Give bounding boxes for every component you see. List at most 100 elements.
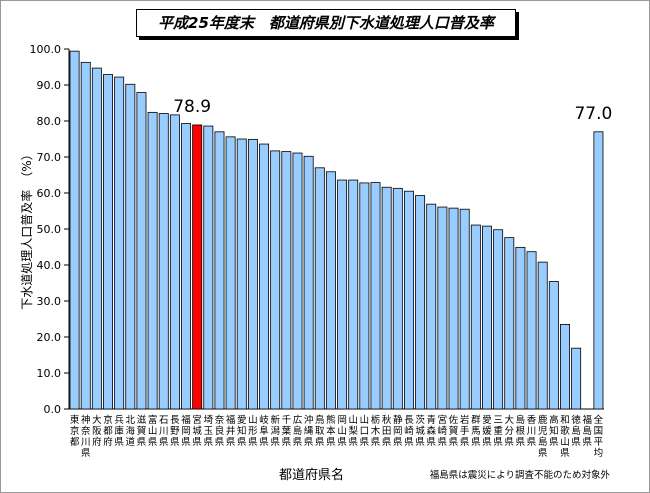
- x-tick-label: 茨城県: [415, 414, 425, 448]
- x-tick-label: 石川県: [159, 415, 169, 448]
- bar: [325, 171, 336, 410]
- x-tick-label: 静岡県: [393, 414, 403, 448]
- x-tick-label: 大阪府: [92, 414, 102, 448]
- data-label: 78.9: [173, 97, 211, 117]
- bar: [158, 113, 169, 410]
- bar: [470, 224, 481, 410]
- x-tick-label: 佐賀県: [449, 414, 459, 448]
- x-tick-label: 大分県: [505, 414, 515, 448]
- bar: [593, 131, 604, 410]
- x-tick-label: 山口県: [360, 415, 370, 448]
- bar: [192, 124, 203, 410]
- x-tick-label: 秋田県: [382, 414, 392, 448]
- bar: [560, 323, 570, 410]
- bar: [236, 138, 247, 410]
- x-tick-label: 宮崎県: [438, 414, 448, 448]
- x-tick-label: 千葉県: [282, 415, 292, 448]
- x-tick-label: 熊本県: [326, 414, 336, 448]
- bar: [359, 182, 370, 410]
- x-tick-label: 鳥取県: [315, 414, 325, 448]
- bar: [448, 207, 459, 410]
- bar: [504, 237, 515, 410]
- x-tick-label: 福島県: [583, 414, 593, 448]
- x-tick-label: 宮城県: [192, 414, 202, 448]
- bar: [515, 246, 526, 410]
- y-tick-label: 80.0: [37, 115, 62, 128]
- y-tick-label: 90.0: [37, 79, 62, 92]
- x-tick-label: 京都府: [103, 414, 113, 448]
- bar: [481, 225, 492, 410]
- bar: [537, 261, 548, 410]
- x-tick-label: 福岡県: [181, 414, 191, 448]
- bar: [114, 76, 125, 410]
- x-tick-label: 兵庫県: [114, 414, 124, 448]
- data-label: 77.0: [574, 104, 612, 124]
- bar: [292, 152, 303, 410]
- y-tick-label: 20.0: [37, 331, 62, 344]
- bar: [493, 229, 504, 410]
- x-axis-label: 都道府県名: [279, 467, 344, 483]
- bar: [370, 182, 381, 410]
- x-tick-label: 愛知県: [237, 414, 247, 448]
- x-tick-label: 栃木県: [371, 414, 381, 448]
- plot-area: [69, 49, 604, 409]
- x-tick-label: 三重県: [493, 415, 503, 448]
- bar: [381, 186, 392, 410]
- x-tick-label: 徳島県: [571, 414, 581, 448]
- bar: [526, 251, 537, 410]
- bar: [348, 179, 359, 410]
- bar: [270, 150, 281, 410]
- x-tick-label: 青森県: [426, 414, 436, 448]
- x-tick-label: 山形県: [248, 415, 258, 448]
- footnote: 福島県は震災により調査不能のため対象外: [430, 469, 611, 481]
- x-tick-label: 全国平均: [594, 414, 604, 459]
- chart-title: 平成25年度末 都道府県別下水道処理人口普及率: [136, 9, 516, 37]
- y-tick-label: 0.0: [44, 403, 62, 416]
- x-tick-label: 群馬県: [471, 414, 481, 448]
- y-tick-label: 100.0: [30, 43, 62, 56]
- bar: [125, 83, 136, 410]
- y-tick-label: 30.0: [37, 295, 62, 308]
- bar: [225, 136, 236, 410]
- y-tick-label: 60.0: [37, 187, 62, 200]
- x-tick-label: 埼玉県: [204, 414, 214, 448]
- x-tick-label: 富山県: [148, 414, 158, 448]
- bar: [459, 208, 470, 410]
- bar: [259, 143, 270, 410]
- x-tick-label: 沖縄県: [304, 414, 314, 448]
- y-tick-label: 10.0: [37, 367, 62, 380]
- x-tick-label: 長野県: [170, 415, 180, 448]
- x-tick-label: 北海道: [126, 415, 136, 448]
- bar: [337, 179, 348, 410]
- bar: [303, 155, 314, 410]
- x-tick-label: 岩手県: [460, 414, 470, 448]
- bar: [103, 74, 113, 410]
- bar: [69, 50, 80, 410]
- y-tick-label: 50.0: [37, 223, 62, 236]
- bar: [415, 195, 426, 410]
- bar: [571, 347, 582, 410]
- x-tick-label: 岡山県: [337, 415, 347, 448]
- y-tick-label: 40.0: [37, 259, 62, 272]
- x-tick-label: 奈良県: [215, 414, 225, 448]
- x-tick-label: 岐阜県: [259, 414, 269, 448]
- bar: [181, 123, 192, 410]
- y-axis-label: 下水道処理人口普及率 （%）: [19, 148, 34, 309]
- bar: [214, 131, 225, 410]
- x-tick-label: 長崎県: [404, 415, 414, 448]
- bar: [203, 125, 214, 410]
- x-tick-label: 香川県: [527, 415, 537, 448]
- y-tick-label: 70.0: [37, 151, 62, 164]
- bar: [169, 114, 180, 410]
- bar: [314, 167, 325, 410]
- x-tick-label: 山梨県: [348, 415, 358, 448]
- bar: [403, 190, 414, 410]
- x-tick-label: 新潟県: [270, 414, 280, 448]
- x-tick-label: 福井県: [226, 414, 236, 448]
- bar: [80, 61, 91, 410]
- x-tick-label: 神奈川県: [81, 414, 91, 459]
- bar: [147, 111, 158, 410]
- bar: [91, 67, 102, 410]
- x-tick-label: 鹿児島県: [538, 414, 548, 459]
